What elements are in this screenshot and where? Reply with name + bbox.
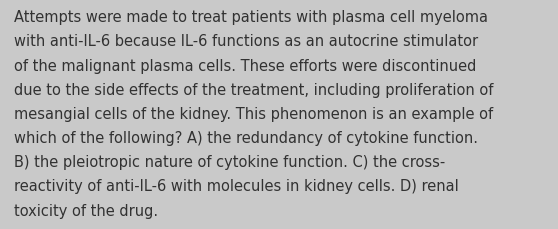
Text: B) the pleiotropic nature of cytokine function. C) the cross-: B) the pleiotropic nature of cytokine fu… bbox=[14, 155, 445, 169]
Text: Attempts were made to treat patients with plasma cell myeloma: Attempts were made to treat patients wit… bbox=[14, 10, 488, 25]
Text: due to the side effects of the treatment, including proliferation of: due to the side effects of the treatment… bbox=[14, 82, 493, 97]
Text: which of the following? A) the redundancy of cytokine function.: which of the following? A) the redundanc… bbox=[14, 131, 478, 145]
Text: of the malignant plasma cells. These efforts were discontinued: of the malignant plasma cells. These eff… bbox=[14, 58, 477, 73]
Text: mesangial cells of the kidney. This phenomenon is an example of: mesangial cells of the kidney. This phen… bbox=[14, 106, 493, 121]
Text: toxicity of the drug.: toxicity of the drug. bbox=[14, 203, 158, 218]
Text: with anti-IL-6 because IL-6 functions as an autocrine stimulator: with anti-IL-6 because IL-6 functions as… bbox=[14, 34, 478, 49]
Text: reactivity of anti-IL-6 with molecules in kidney cells. D) renal: reactivity of anti-IL-6 with molecules i… bbox=[14, 179, 459, 194]
